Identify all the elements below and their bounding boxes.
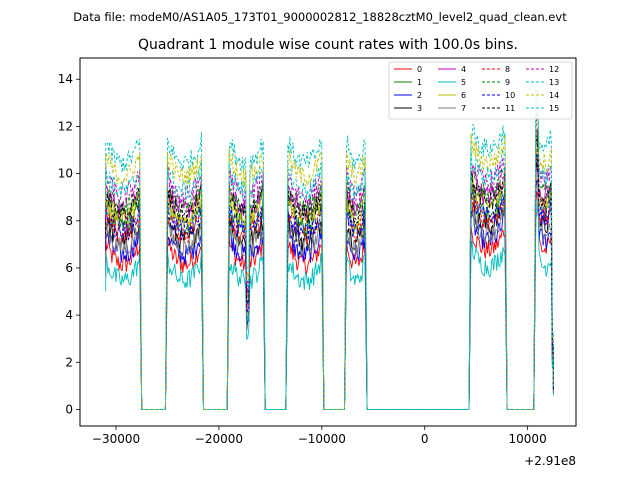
legend-box <box>388 61 573 120</box>
y-tick-label: 14 <box>58 72 73 86</box>
y-tick-label: 4 <box>65 308 73 322</box>
x-offset-label: +2.91e8 <box>524 454 576 468</box>
x-tick-label: −20000 <box>195 432 243 446</box>
chart-title: Quadrant 1 module wise count rates with … <box>138 37 518 53</box>
series-line-9 <box>105 127 554 410</box>
legend-label-6: 6 <box>461 91 466 100</box>
legend-label-4: 4 <box>461 65 466 74</box>
legend-label-15: 15 <box>549 104 559 113</box>
legend-label-14: 14 <box>549 91 559 100</box>
legend-label-9: 9 <box>505 78 510 87</box>
x-tick-label: −10000 <box>298 432 346 446</box>
y-tick-label: 8 <box>65 214 73 228</box>
axes-frame <box>79 57 577 427</box>
legend-label-1: 1 <box>417 78 422 87</box>
series-layer <box>105 89 554 410</box>
legend-label-13: 13 <box>549 78 559 87</box>
legend-label-10: 10 <box>505 91 515 100</box>
x-tick-label: 0 <box>421 432 429 446</box>
legend-label-12: 12 <box>549 65 559 74</box>
y-tick-label: 0 <box>65 402 73 416</box>
figure-suptitle: Data file: modeM0/AS1A05_173T01_90000028… <box>73 10 567 24</box>
legend-label-3: 3 <box>417 104 422 113</box>
y-axis: 0 2 4 6 8 10 12 14 <box>58 72 80 416</box>
legend-label-8: 8 <box>505 65 510 74</box>
y-tick-label: 6 <box>65 261 73 275</box>
y-tick-label: 10 <box>58 167 73 181</box>
legend-label-7: 7 <box>461 104 466 113</box>
x-axis: −30000 −20000 −10000 0 10000 <box>92 426 547 446</box>
legend-label-2: 2 <box>417 91 422 100</box>
y-tick-label: 2 <box>65 355 73 369</box>
series-line-14 <box>105 104 554 410</box>
y-tick-label: 12 <box>58 119 73 133</box>
x-tick-label: −30000 <box>92 432 140 446</box>
legend-label-11: 11 <box>505 104 515 113</box>
legend-label-5: 5 <box>461 78 466 87</box>
series-line-15 <box>105 111 554 410</box>
x-tick-label: 10000 <box>509 432 547 446</box>
legend-label-0: 0 <box>417 65 422 74</box>
